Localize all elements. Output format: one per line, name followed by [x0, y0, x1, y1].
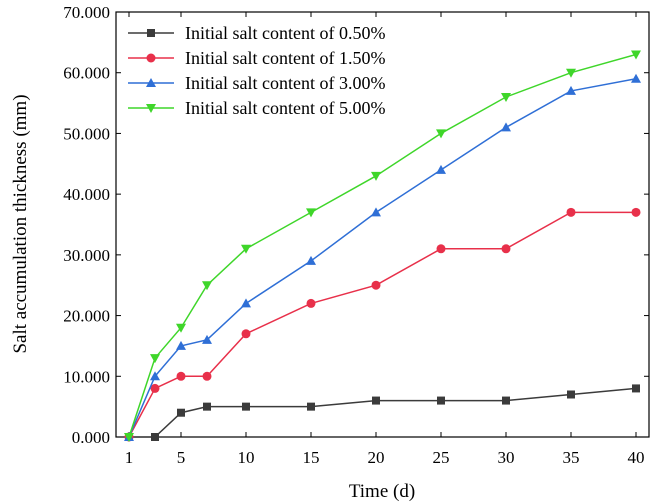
y-tick-label: 70.000 [63, 3, 110, 22]
legend-label: Initial salt content of 0.50% [185, 23, 385, 43]
data-point [436, 164, 446, 174]
y-tick-label: 60.000 [63, 64, 110, 83]
data-point [177, 408, 185, 417]
data-point [306, 255, 316, 265]
legend-item: Initial salt content of 3.00% [128, 73, 385, 93]
x-tick-label: 15 [303, 448, 320, 467]
data-point [150, 354, 160, 364]
y-axis-title: Salt accumulation thickness (mm) [10, 94, 31, 353]
data-point [306, 298, 316, 308]
data-point [436, 244, 446, 254]
data-point [371, 280, 381, 290]
y-tick-label: 40.000 [63, 185, 110, 204]
legend-label: Initial salt content of 3.00% [185, 73, 385, 93]
data-point [566, 85, 576, 95]
data-point [202, 281, 212, 291]
data-point [631, 50, 641, 60]
data-point [501, 244, 511, 254]
legend-label: Initial salt content of 5.00% [185, 98, 385, 118]
data-point [371, 207, 381, 217]
legend-marker [146, 104, 156, 113]
data-point [150, 371, 160, 381]
series-line [129, 387, 637, 438]
legend-item: Initial salt content of 0.50% [128, 23, 385, 43]
series-2 [124, 73, 641, 441]
data-point [632, 384, 640, 393]
y-tick-label: 50.000 [63, 124, 110, 143]
legend-item: Initial salt content of 1.50% [128, 48, 385, 68]
data-point [502, 396, 510, 405]
data-point [241, 298, 251, 308]
data-point [242, 402, 250, 411]
data-point [501, 93, 511, 102]
data-point [176, 323, 186, 333]
data-point [151, 433, 159, 441]
data-point [202, 334, 212, 344]
x-tick-label: 40 [628, 448, 645, 467]
legend-marker [147, 29, 155, 37]
data-point [124, 433, 134, 442]
data-point [241, 329, 251, 339]
series-layer [124, 50, 641, 442]
data-point [307, 402, 315, 411]
data-point [566, 207, 576, 217]
data-point [306, 208, 316, 218]
legend-item: Initial salt content of 5.00% [128, 98, 385, 118]
y-tick-label: 0.000 [72, 428, 110, 447]
plot-frame [115, 11, 650, 438]
x-tick-label: 5 [177, 448, 186, 467]
y-axis: 0.000 10.000 20.000 30.000 40.000 50.000 60.00… [63, 3, 649, 447]
legend-marker [146, 78, 156, 87]
y-tick-label: 10.000 [63, 367, 110, 386]
data-point [371, 171, 381, 181]
y-tick-label: 30.000 [63, 246, 110, 265]
x-tick-label: 20 [368, 448, 385, 467]
y-tick-label: 20.000 [63, 307, 110, 326]
x-tick-label: 25 [433, 448, 450, 467]
series-0 [125, 384, 640, 441]
x-tick-label: 30 [498, 448, 515, 467]
data-point [631, 207, 641, 217]
x-tick-label: 10 [238, 448, 255, 467]
x-axis-title: Time (d) [349, 481, 415, 502]
legend-marker [146, 53, 156, 63]
data-point [176, 340, 186, 350]
plot-area-border [115, 11, 650, 438]
x-tick-label: 35 [563, 448, 580, 467]
data-point [436, 129, 446, 139]
series-line [128, 78, 637, 438]
data-point [202, 371, 212, 381]
data-point [150, 383, 160, 393]
x-axis: 1 5 10 15 20 25 30 35 40 [125, 12, 645, 467]
data-point [566, 68, 576, 78]
data-point [176, 371, 186, 381]
data-point [437, 396, 445, 405]
data-point [203, 402, 211, 411]
data-point [501, 122, 511, 132]
series-1 [124, 207, 641, 442]
data-point [241, 244, 251, 254]
data-point [567, 390, 575, 399]
data-point [631, 73, 641, 83]
series-3 [124, 50, 641, 442]
x-tick-label: 1 [125, 448, 134, 467]
legend: Initial salt content of 0.50% Initial sal… [128, 23, 385, 118]
legend-label: Initial salt content of 1.50% [185, 48, 385, 68]
data-point [372, 396, 380, 405]
